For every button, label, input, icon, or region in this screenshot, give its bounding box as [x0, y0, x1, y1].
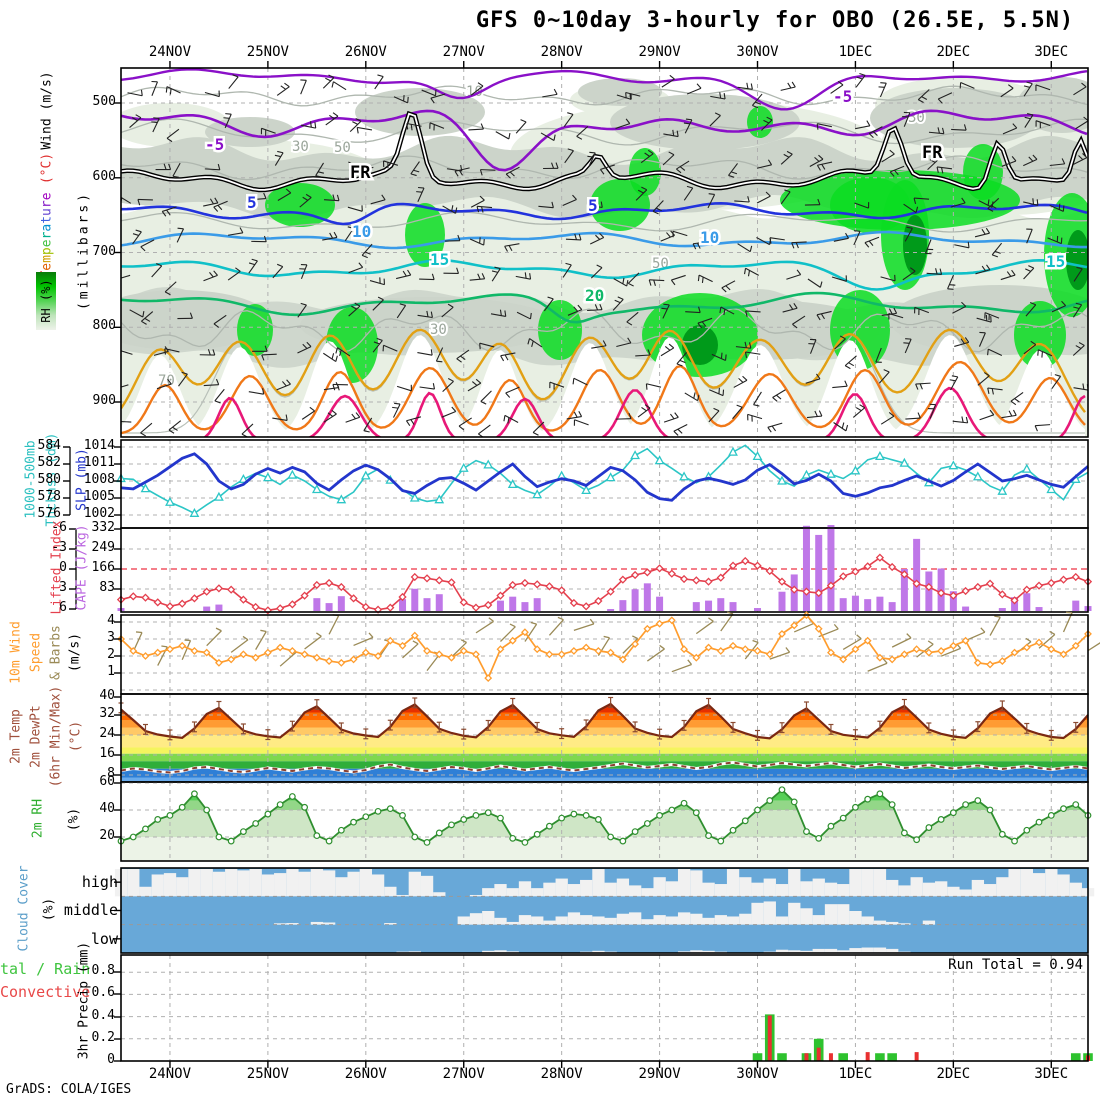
svg-text:10: 10 — [700, 228, 719, 247]
date-tick-label: 24NOV — [148, 1066, 192, 1082]
svg-text:5: 5 — [247, 193, 257, 212]
axis-tick-label: -3 — [51, 540, 67, 555]
axis-tick-label: 584 — [37, 438, 61, 453]
temperature-letter: e — [39, 192, 55, 201]
rh-legend-text: RH (%) — [39, 279, 53, 323]
axis-tick-label: 0.6 — [91, 985, 115, 1000]
axis-tick-label: 800 — [92, 318, 116, 334]
axis-tick-label: 700 — [92, 243, 116, 259]
date-tick-label: 29NOV — [638, 1066, 681, 1082]
date-tick-label: 26NOV — [344, 44, 387, 60]
axis-tick-label: 20 — [99, 828, 115, 843]
date-tick-label: 27NOV — [442, 44, 485, 60]
t2m-label-1: 2m Temp — [8, 709, 24, 764]
axis-tick-label: 0 — [107, 1052, 115, 1067]
date-tick-label: 25NOV — [246, 1066, 289, 1082]
temperature-letter: a — [39, 223, 55, 232]
axis-tick-label: 600 — [92, 168, 116, 184]
temperature-letter: r — [39, 200, 55, 209]
date-tick-label: 24NOV — [148, 44, 192, 60]
date-tick-label: 1DEC — [838, 1066, 873, 1082]
axis-tick-label: 83 — [99, 580, 115, 595]
wind10m-label-1: 10m Wind — [8, 621, 24, 684]
axis-tick-label: 249 — [91, 540, 115, 555]
axis-tick-label: 1 — [107, 664, 115, 679]
date-tick-label: 25NOV — [246, 44, 289, 60]
svg-text:50: 50 — [334, 140, 351, 156]
svg-text:30: 30 — [430, 322, 447, 338]
svg-text:15: 15 — [1046, 252, 1065, 271]
axis-tick-label: 32 — [99, 706, 115, 721]
axis-tick-label: 0.8 — [91, 963, 115, 978]
axis-tick-label: 166 — [91, 560, 115, 575]
date-tick-label: 30NOV — [736, 1066, 779, 1082]
axis-tick-label: 40 — [99, 801, 115, 816]
run-total: Run Total = 0.94 — [948, 957, 1083, 973]
date-tick-label: 30NOV — [736, 44, 779, 60]
cloud-row-high: high — [81, 873, 118, 891]
temperature-letter: e — [39, 262, 55, 271]
date-tick-label: 2DEC — [936, 44, 971, 60]
axis-tick-label: 40 — [99, 688, 115, 703]
svg-text:30: 30 — [292, 139, 309, 155]
axis-tick-label: 3 — [107, 630, 115, 645]
date-tick-label: 2DEC — [936, 1066, 971, 1082]
date-tick-label: 28NOV — [540, 1066, 583, 1082]
axis-tick-label: 1014 — [83, 438, 115, 453]
date-tick-label: 28NOV — [540, 44, 583, 60]
axis-tick-label: 332 — [91, 520, 115, 535]
date-tick-label: 27NOV — [442, 1066, 485, 1082]
axis-tick-label: 900 — [92, 393, 116, 408]
axis-tick-label: 16 — [99, 746, 115, 761]
date-tick-label: 3DEC — [1034, 1066, 1069, 1082]
svg-text:FR: FR — [922, 143, 943, 163]
date-tick-label: 1DEC — [838, 44, 873, 60]
svg-text:15: 15 — [430, 250, 449, 269]
page-title: GFS 0~10day 3-hourly for OBO (26.5E, 5.5… — [475, 8, 1075, 33]
t2m-label-2: 2m DewPt — [28, 705, 44, 768]
axis-tick-label: 0.4 — [91, 1008, 115, 1023]
cloud-row-middle: middle — [63, 901, 118, 919]
svg-text:FR: FR — [350, 163, 371, 183]
axis-tick-label: -6 — [51, 520, 67, 535]
cloud-cover-label: Cloud Cover — [16, 865, 32, 952]
axis-tick-label: 0 — [59, 560, 67, 575]
axis-tick-label: 580 — [37, 472, 61, 487]
svg-text:20: 20 — [585, 286, 604, 305]
date-tick-label: 29NOV — [638, 44, 681, 60]
date-tick-label: 3DEC — [1034, 44, 1069, 60]
temperature-letter: u — [39, 208, 55, 216]
svg-text:10: 10 — [352, 222, 371, 241]
axis-tick-label: 576 — [37, 506, 61, 521]
axis-tick-label: 1005 — [83, 489, 115, 504]
axis-tick-label: 4 — [107, 613, 115, 628]
temperature-letter: t — [39, 215, 55, 224]
axis-tick-label: 1002 — [83, 506, 115, 521]
axis-tick-label: 24 — [99, 726, 115, 741]
wind10m-label-2: Speed — [28, 632, 44, 673]
axis-tick-label: 582 — [37, 455, 61, 470]
svg-text:5: 5 — [588, 196, 598, 215]
cloud-row-low: low — [90, 930, 118, 948]
temperature-letter: r — [39, 231, 55, 240]
axis-tick-label: 60 — [99, 774, 115, 789]
rh2m-axis-label: 2m RH — [30, 798, 46, 839]
axis-tick-label: 1011 — [83, 455, 115, 470]
precip-total-label: tal / Rain — [0, 960, 91, 978]
svg-text:-5: -5 — [833, 87, 852, 106]
axis-tick-label: 8 — [107, 766, 115, 781]
axis-tick-label: 0.2 — [91, 1030, 115, 1045]
axis-tick-label: 1008 — [83, 472, 115, 487]
axis-tick-label: 3 — [59, 580, 67, 595]
axis-tick-label: 500 — [92, 94, 116, 109]
svg-text:-5: -5 — [205, 135, 224, 154]
precip-convective-label: Convective — [0, 983, 91, 1001]
date-tick-label: 26NOV — [344, 1066, 387, 1082]
axis-tick-label: 578 — [37, 489, 61, 504]
grads-credit: GrADS: COLA/IGES — [6, 1082, 132, 1097]
axis-tick-label: 2 — [107, 647, 115, 662]
axis-tick-label: 6 — [59, 600, 67, 615]
